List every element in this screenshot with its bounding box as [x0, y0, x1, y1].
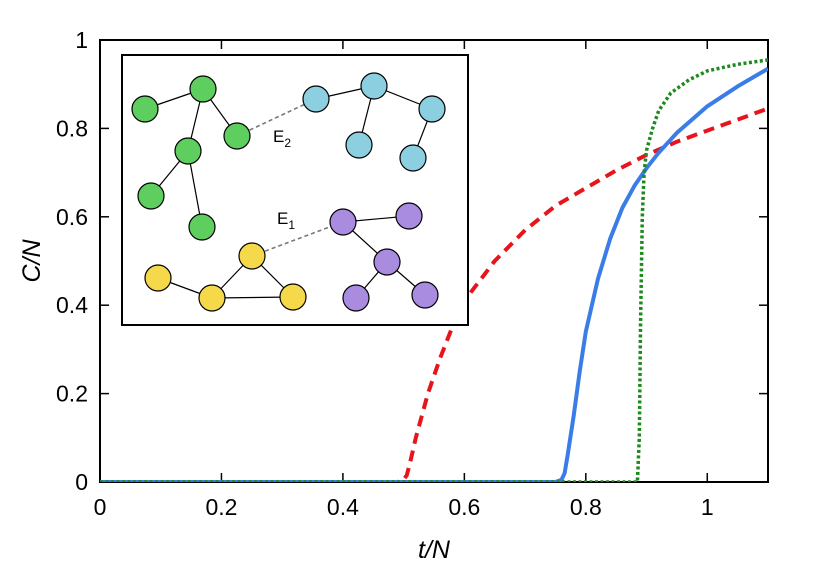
- network-node: [144, 264, 172, 292]
- edge-label-e1: E1: [277, 209, 295, 232]
- network-node: [302, 85, 330, 113]
- bridge-edge-e1: [251, 221, 344, 257]
- x-axis-label: t/N: [418, 536, 451, 564]
- network-node: [345, 131, 373, 159]
- network-node: [189, 75, 217, 103]
- yellow-cluster-nodes: [144, 242, 307, 312]
- network-node: [411, 281, 439, 309]
- network-node: [131, 95, 159, 123]
- purple-cluster-nodes: [329, 202, 439, 312]
- network-node: [279, 283, 307, 311]
- y-tick-label: 0.6: [56, 204, 88, 230]
- network-node: [137, 182, 165, 210]
- series-layer: [100, 58, 768, 482]
- network-node: [223, 122, 251, 150]
- x-tick-label: 0.8: [570, 494, 602, 520]
- y-tick-label: 0.2: [56, 381, 88, 407]
- network-node: [418, 95, 446, 123]
- cyan-cluster-nodes: [302, 72, 446, 172]
- x-tick-label: 0.4: [327, 494, 359, 520]
- inset-network-diagram: E2 E1: [121, 54, 469, 326]
- x-tick-label: 0.6: [448, 494, 480, 520]
- y-tick-label: 0: [75, 469, 88, 495]
- y-axis-label: C/N: [18, 239, 46, 283]
- y-tick-label: 1: [75, 27, 88, 53]
- y-tick-label: 0.8: [56, 115, 88, 141]
- x-tick-label: 0.2: [205, 494, 237, 520]
- network-node: [373, 248, 401, 276]
- series-line-dotted: [100, 58, 768, 482]
- y-axis: 0 0.2 0.4 0.6 0.8 1: [56, 27, 768, 495]
- series-line-dashed: [100, 106, 768, 482]
- edge-label-e2: E2: [273, 127, 291, 150]
- series-line-solid: [100, 66, 768, 482]
- green-cluster-nodes: [131, 75, 251, 241]
- network-node: [395, 202, 423, 230]
- x-tick-label: 1: [701, 494, 714, 520]
- network-node: [342, 284, 370, 312]
- bridge-edge-e2: [236, 98, 317, 137]
- x-tick-label: 0: [94, 494, 107, 520]
- network-node: [238, 242, 266, 270]
- network-node: [174, 137, 202, 165]
- network-node: [188, 213, 216, 241]
- y-tick-label: 0.4: [56, 292, 88, 318]
- network-node: [198, 284, 226, 312]
- network-node: [399, 144, 427, 172]
- network-node: [360, 72, 388, 100]
- x-axis: 0 0.2 0.4 0.6 0.8 1: [94, 40, 714, 520]
- network-node: [329, 208, 357, 236]
